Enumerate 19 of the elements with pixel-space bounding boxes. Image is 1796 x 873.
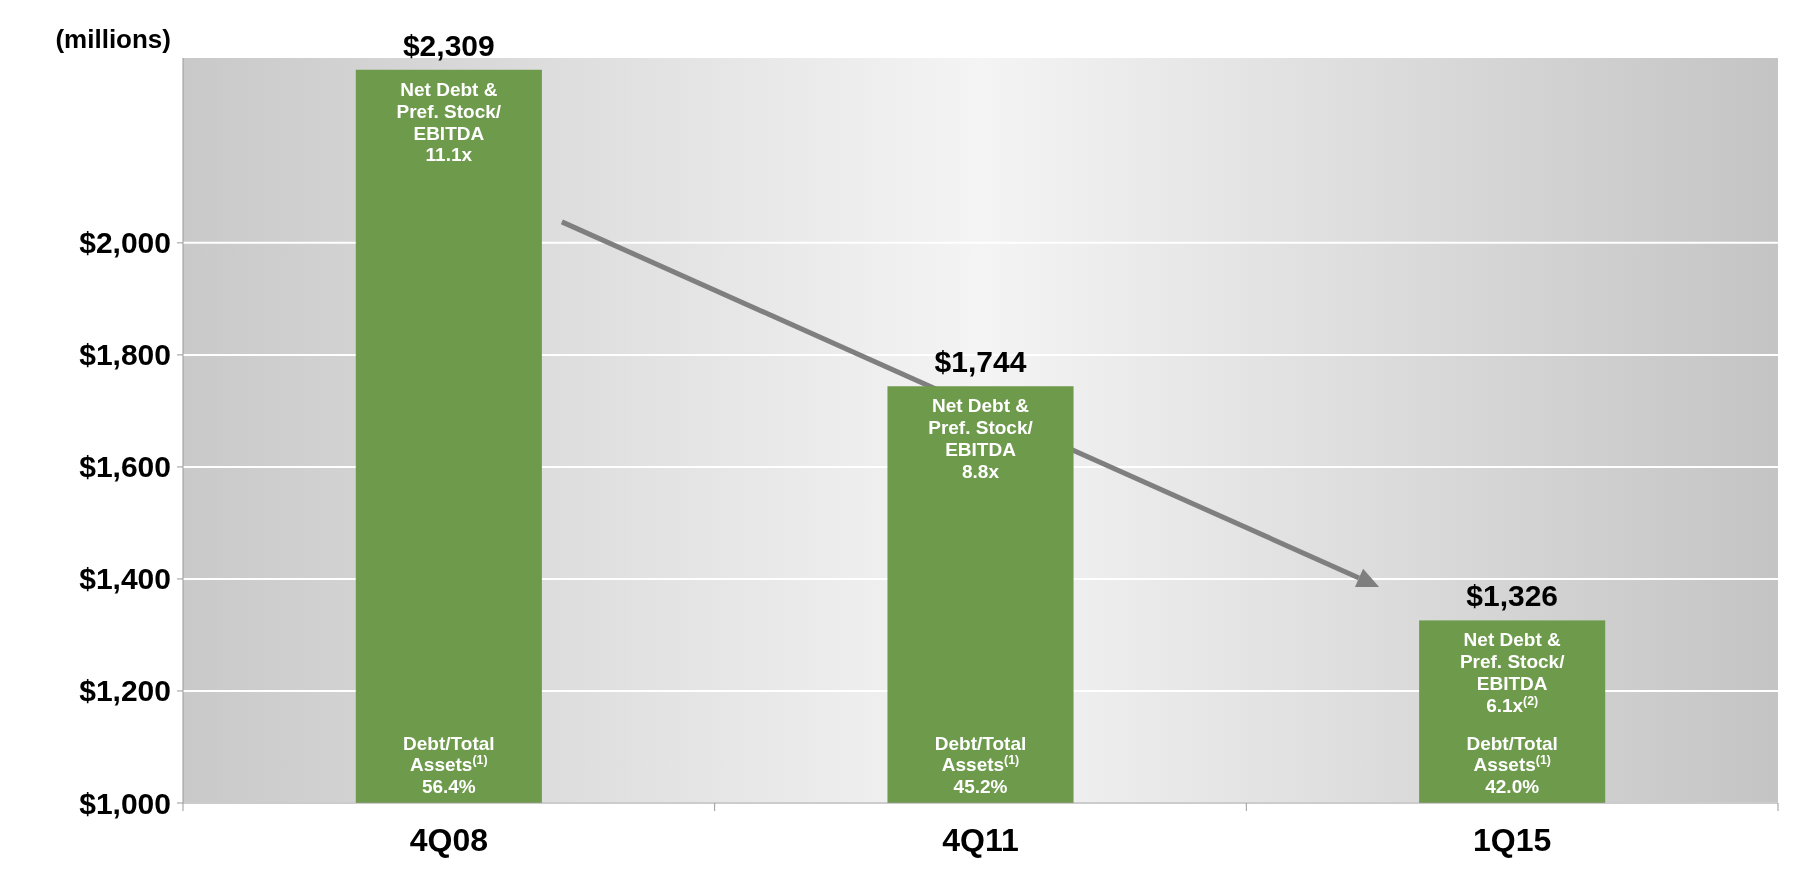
y-tick-label: $1,000 (79, 786, 171, 820)
annotation: Net Debt & Pref. Stock/ EBITDA 8.8x (928, 395, 1034, 482)
x-tick-label: 1Q15 (1473, 822, 1552, 858)
x-tick-label: 4Q11 (942, 822, 1019, 858)
annotation: Debt/Total Assets$^{(1)}$ 42.0% (1466, 732, 1558, 798)
y-tick-label: $1,200 (79, 674, 171, 708)
data-label: $1,744 (934, 345, 1027, 379)
annotation: Net Debt & Pref. Stock/ EBITDA 11.1x (396, 78, 502, 166)
y-tick-label: $1,800 (79, 338, 171, 372)
y-tick-label: $1,400 (79, 562, 171, 596)
y-axis-title: (millions) (55, 24, 171, 54)
data-label: $2,309 (402, 28, 495, 62)
annotation: Debt/Total Assets$^{(1)}$ 56.4% (403, 732, 495, 798)
annotation: Net Debt & Pref. Stock/ EBITDA 6.1x$^{(2)}$ (1459, 629, 1566, 716)
annotation: Debt/Total Assets$^{(1)}$ 45.2% (934, 732, 1027, 798)
y-tick-label: $1,600 (79, 450, 171, 484)
y-tick-label: $2,000 (79, 226, 171, 260)
data-label: $1,326 (1466, 579, 1559, 613)
x-tick-label: 4Q08 (409, 822, 488, 858)
